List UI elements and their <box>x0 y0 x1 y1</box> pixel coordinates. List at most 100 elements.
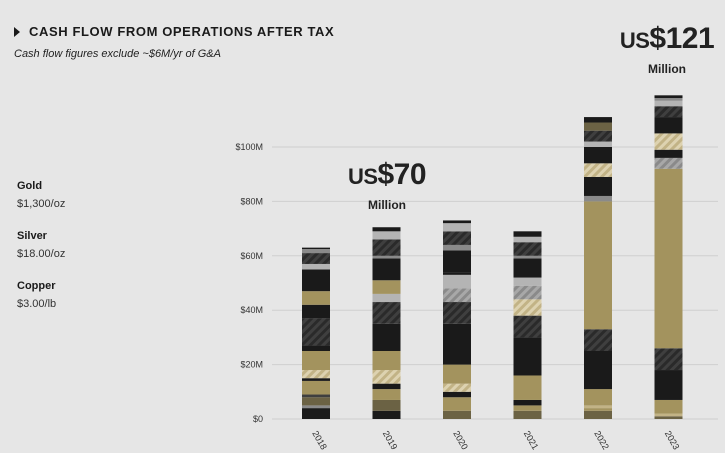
callout-amount: $70 <box>377 158 427 191</box>
y-tick-label: $40M <box>240 305 263 315</box>
bar-segment <box>513 258 542 278</box>
bar-segment <box>513 410 542 419</box>
x-tick-label: 2020 <box>451 429 470 451</box>
bar-segment <box>443 302 471 324</box>
bar-2019 <box>372 227 401 419</box>
bar-segment <box>513 337 542 376</box>
callout-2019: US$70 Million <box>332 158 442 213</box>
bar-segment <box>584 329 612 351</box>
chart-header: CASH FLOW FROM OPERATIONS AFTER TAX Cash… <box>14 24 334 60</box>
bar-segment <box>513 375 542 400</box>
bar-segment <box>372 258 401 281</box>
bar-segment <box>584 405 612 409</box>
bar-segment <box>654 100 683 107</box>
bar-segment <box>654 117 683 134</box>
bar-segment <box>302 351 330 371</box>
bar-segment <box>443 220 471 224</box>
triangle-bullet-icon <box>14 26 20 37</box>
bar-segment <box>513 315 542 338</box>
bar-segment <box>443 223 471 232</box>
bar-segment <box>302 394 330 398</box>
bar-segment <box>302 318 330 346</box>
bar-segment <box>654 106 683 118</box>
bar-segment <box>372 383 401 390</box>
callout-amount: $121 <box>649 22 715 55</box>
y-tick-label: $60M <box>240 251 263 261</box>
bar-segment <box>584 122 612 131</box>
bar-segment <box>443 410 471 419</box>
bar-segment <box>654 370 683 400</box>
bar-segment <box>443 274 471 289</box>
x-tick-label: 2018 <box>310 429 329 451</box>
bar-segment <box>443 323 471 365</box>
bar-2022 <box>584 117 612 419</box>
bar-segment <box>372 239 401 256</box>
callout-unit: Million <box>368 198 406 212</box>
x-tick-label: 2021 <box>522 429 541 451</box>
bar-segment <box>654 348 683 371</box>
bar-segment <box>513 277 542 286</box>
bar-segment <box>302 304 330 319</box>
bar-segment <box>302 249 330 254</box>
price-item-gold: Gold $1,300/oz <box>17 180 65 210</box>
bar-segment <box>302 380 330 395</box>
metal-price-assumptions: Gold $1,300/oz Silver $18.00/oz Copper $… <box>17 180 65 330</box>
bar-segment <box>302 378 330 381</box>
bar-segment <box>302 397 330 406</box>
callout-currency: US <box>619 28 650 53</box>
bar-segment <box>372 302 401 324</box>
price-item-copper: Copper $3.00/lb <box>17 280 65 310</box>
bar-segment <box>443 272 471 275</box>
bar-segment <box>302 408 330 419</box>
bar-segment <box>654 98 683 101</box>
bar-2020 <box>443 220 471 419</box>
bar-segment <box>513 231 542 237</box>
bar-segment <box>654 133 683 150</box>
bar-segment <box>372 323 401 351</box>
chart-subtitle: Cash flow figures exclude ~$6M/yr of G&A <box>14 48 221 60</box>
price-name: Copper <box>17 280 56 292</box>
bar-segment <box>372 351 401 371</box>
x-tick-label: 2022 <box>592 429 611 451</box>
bar-segment <box>443 250 471 273</box>
bar-segment <box>584 351 612 390</box>
chart-title-row: CASH FLOW FROM OPERATIONS AFTER TAX <box>14 24 334 39</box>
y-tick-label: $80M <box>240 196 263 206</box>
bar-segment <box>443 231 471 245</box>
bar-segment <box>302 370 330 379</box>
gridlines <box>272 146 718 420</box>
bar-segment <box>584 163 612 177</box>
bar-segment <box>584 130 612 142</box>
bar-segment <box>584 117 612 123</box>
price-item-silver: Silver $18.00/oz <box>17 230 65 260</box>
bar-segment <box>372 255 401 259</box>
bar-segment <box>654 416 683 419</box>
y-tick-label: $0 <box>253 414 263 424</box>
bar-segment <box>654 149 683 158</box>
bar-segment <box>302 247 330 249</box>
bar-segment <box>372 410 401 419</box>
bar-segment <box>513 405 542 411</box>
bar-segment <box>654 95 683 99</box>
bar-segment <box>584 176 612 196</box>
bar-segment <box>584 201 612 330</box>
x-tick-label: 2019 <box>381 429 400 451</box>
bar-segment <box>372 370 401 384</box>
bar-segment <box>443 391 471 398</box>
bar-segment <box>513 299 542 316</box>
bar-segment <box>302 405 330 409</box>
chart-title: CASH FLOW FROM OPERATIONS AFTER TAX <box>29 24 335 39</box>
bar-segment <box>654 157 683 169</box>
bar-segment <box>654 168 683 349</box>
y-tick-label: $100M <box>235 142 263 152</box>
bar-segment <box>302 269 330 292</box>
bar-segment <box>513 399 542 406</box>
bar-segment <box>584 141 612 147</box>
callout-currency: US <box>347 164 378 189</box>
bar-segment <box>584 195 612 202</box>
bar-segment <box>443 244 471 251</box>
bar-segment <box>372 227 401 232</box>
price-name: Gold <box>17 180 43 192</box>
bar-segment <box>513 285 542 300</box>
bar-segment <box>654 413 683 417</box>
